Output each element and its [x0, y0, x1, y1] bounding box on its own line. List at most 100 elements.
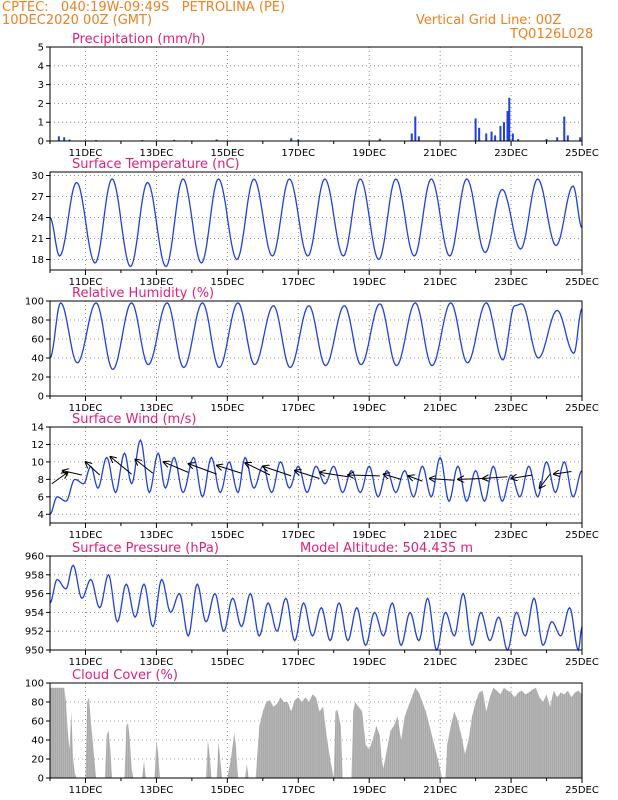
panel-6-ytick-label: 0: [38, 774, 44, 785]
panel-1-xtick-label: 25DEC: [565, 148, 599, 159]
panel-5-xtick-label: 11DEC: [69, 657, 103, 668]
panel-1-bar: [517, 139, 520, 141]
panel-1-bar: [566, 135, 569, 141]
panel-1-bar: [494, 135, 497, 141]
panel-4-frame: [49, 426, 583, 524]
panel-1-ytick-label: 1: [38, 118, 44, 129]
panel-4-wind-arrow: [554, 472, 572, 475]
panel-4-xtick-label: 11DEC: [69, 530, 103, 541]
panel-4-wind-arrow: [217, 465, 242, 474]
panel-6-ytick-label: 80: [31, 698, 44, 709]
panel-1-bar: [545, 139, 548, 141]
panel-5-ytick-label: 954: [25, 608, 44, 619]
panel-5-series-line: [49, 564, 583, 652]
panel-4-xtick-label: 23DEC: [494, 530, 528, 541]
panel-4-wind-arrow: [511, 475, 533, 478]
panel-4-wind-arrow: [483, 477, 508, 479]
panel-2-xtick-label: 11DEC: [69, 277, 103, 288]
panel-6-xtick-label: 19DEC: [352, 785, 386, 796]
panel-5-xtick-label: 15DEC: [210, 657, 244, 668]
panel-5-xtick-label: 23DEC: [494, 657, 528, 668]
panel-3-xtick-label: 19DEC: [352, 403, 386, 414]
panel-3-xtick-label: 13DEC: [140, 403, 174, 414]
panel-3-xtick-label: 25DEC: [565, 403, 599, 414]
panel-5-ytick-label: 950: [25, 646, 44, 657]
panel-4-xtick-label: 13DEC: [140, 530, 174, 541]
panel-6-ytick-label: 100: [25, 679, 44, 690]
panel-3-ytick-label: 20: [31, 373, 44, 384]
panel-5-xtick-label: 13DEC: [140, 657, 174, 668]
panel-1-bar: [290, 138, 293, 141]
panel-5-ytick-label: 958: [25, 570, 44, 581]
panel-3-xtick-label: 21DEC: [423, 403, 457, 414]
panel-6-xtick-label: 25DEC: [565, 785, 599, 796]
panel-1-xtick-label: 19DEC: [352, 148, 386, 159]
panel-2-ytick-label: 24: [31, 213, 44, 224]
panel-1-xtick-label: 15DEC: [210, 148, 244, 159]
panel-6-xtick-label: 13DEC: [140, 785, 174, 796]
panel-4-wind-arrow: [348, 475, 380, 476]
panel-1-bar: [410, 133, 413, 141]
panel-6: 0 20 40 60 80 100 11DEC 13DEC 15DEC 17DEC 19DEC 21D…: [25, 668, 599, 796]
panel-2-xtick-label: 15DEC: [210, 277, 244, 288]
panel-6-ytick-label: 40: [31, 736, 44, 747]
panel-2-xtick-label: 19DEC: [352, 277, 386, 288]
panel-2-series-line: [49, 178, 583, 268]
panel-4-wind-arrow: [85, 462, 100, 476]
panel-6-xtick-label: 21DEC: [423, 785, 457, 796]
panel-3-ytick-label: 80: [31, 316, 44, 327]
panel-1-ytick-label: 5: [38, 43, 44, 54]
panel-4-wind-arrow: [429, 478, 455, 480]
panel-2-xtick-label: 23DEC: [494, 277, 528, 288]
panel-5: 950 952 954 956 958 960 11DEC 13DEC 15DEC 17DEC 19…: [25, 541, 599, 668]
panel-3-xtick-label: 11DEC: [69, 403, 103, 414]
panel-5-ytick-label: 956: [25, 589, 44, 600]
panel-4: 4 6 8 10 12 14 11DEC 13DEC 15DEC 17DEC 19DEC 21DEC 2…: [31, 412, 599, 541]
panel-2-xtick-label: 25DEC: [565, 277, 599, 288]
panel-2-xtick-label: 17DEC: [281, 277, 315, 288]
panel-5-xtick-label: 25DEC: [565, 657, 599, 668]
panel-1: 0 1 2 3 4 5 11DEC 13DEC 15DEC 17DEC 19DEC 21DEC 23DE…: [38, 32, 599, 159]
panel-4-ytick-label: 8: [38, 475, 44, 486]
panel-1-bar: [173, 139, 176, 141]
panel-6-xtick-label: 17DEC: [281, 785, 315, 796]
panel-1-frame: [49, 46, 583, 142]
panel-3-ytick-label: 40: [31, 354, 44, 365]
panel-5-ytick-label: 960: [25, 552, 44, 563]
panel-2-ytick-label: 30: [31, 171, 44, 182]
panel-4-title: Surface Wind (m/s): [72, 412, 196, 427]
product-code: TQ0126L028: [510, 27, 594, 42]
panel-1-bar: [485, 133, 488, 141]
panel-2-xtick-label: 21DEC: [423, 277, 457, 288]
panel-2: 18 21 24 27 30 11DEC 13DEC 15DEC 17DEC 19DEC 21DEC…: [31, 157, 599, 288]
panel-3-title: Relative Humidity (%): [72, 286, 214, 301]
panel-4-wind-arrow: [51, 472, 68, 485]
panel-3-ytick-label: 60: [31, 335, 44, 346]
panel-6-xtick-label: 15DEC: [210, 785, 244, 796]
panel-3-xtick-label: 17DEC: [281, 403, 315, 414]
panel-5-title: Surface Pressure (hPa): [72, 541, 219, 556]
panel-3-frame: [49, 300, 583, 397]
panel-3: 0 20 40 60 80 100 11DEC 13DEC 15DEC 17DEC 19DEC 21D…: [25, 286, 599, 414]
panel-6-xtick-label: 11DEC: [69, 785, 103, 796]
panel-2-ytick-label: 18: [31, 255, 44, 266]
panel-5-xtick-label: 17DEC: [281, 657, 315, 668]
panel-4-wind-arrow: [383, 474, 402, 480]
panel-4-wind-arrow: [163, 462, 189, 473]
panel-1-bar: [563, 116, 566, 141]
panel-4-wind-arrow: [295, 471, 320, 479]
panel-4-wind-arrow: [408, 476, 423, 482]
panel-1-xtick-label: 13DEC: [140, 148, 174, 159]
panel-1-ytick-label: 3: [38, 80, 44, 91]
panel-2-ytick-label: 21: [31, 234, 44, 245]
panel-6-cloud-area: [50, 687, 582, 778]
panel-1-xtick-label: 11DEC: [69, 148, 103, 159]
panel-1-bar: [506, 110, 509, 141]
panel-4-ytick-label: 14: [31, 423, 44, 434]
panel-1-xtick-label: 21DEC: [423, 148, 457, 159]
grid-note: Vertical Grid Line: 00Z: [416, 13, 562, 28]
panel-4-ytick-label: 4: [38, 510, 44, 521]
panel-1-bar: [57, 136, 60, 141]
panel-5-annotation: Model Altitude: 504.435 m: [300, 541, 473, 556]
